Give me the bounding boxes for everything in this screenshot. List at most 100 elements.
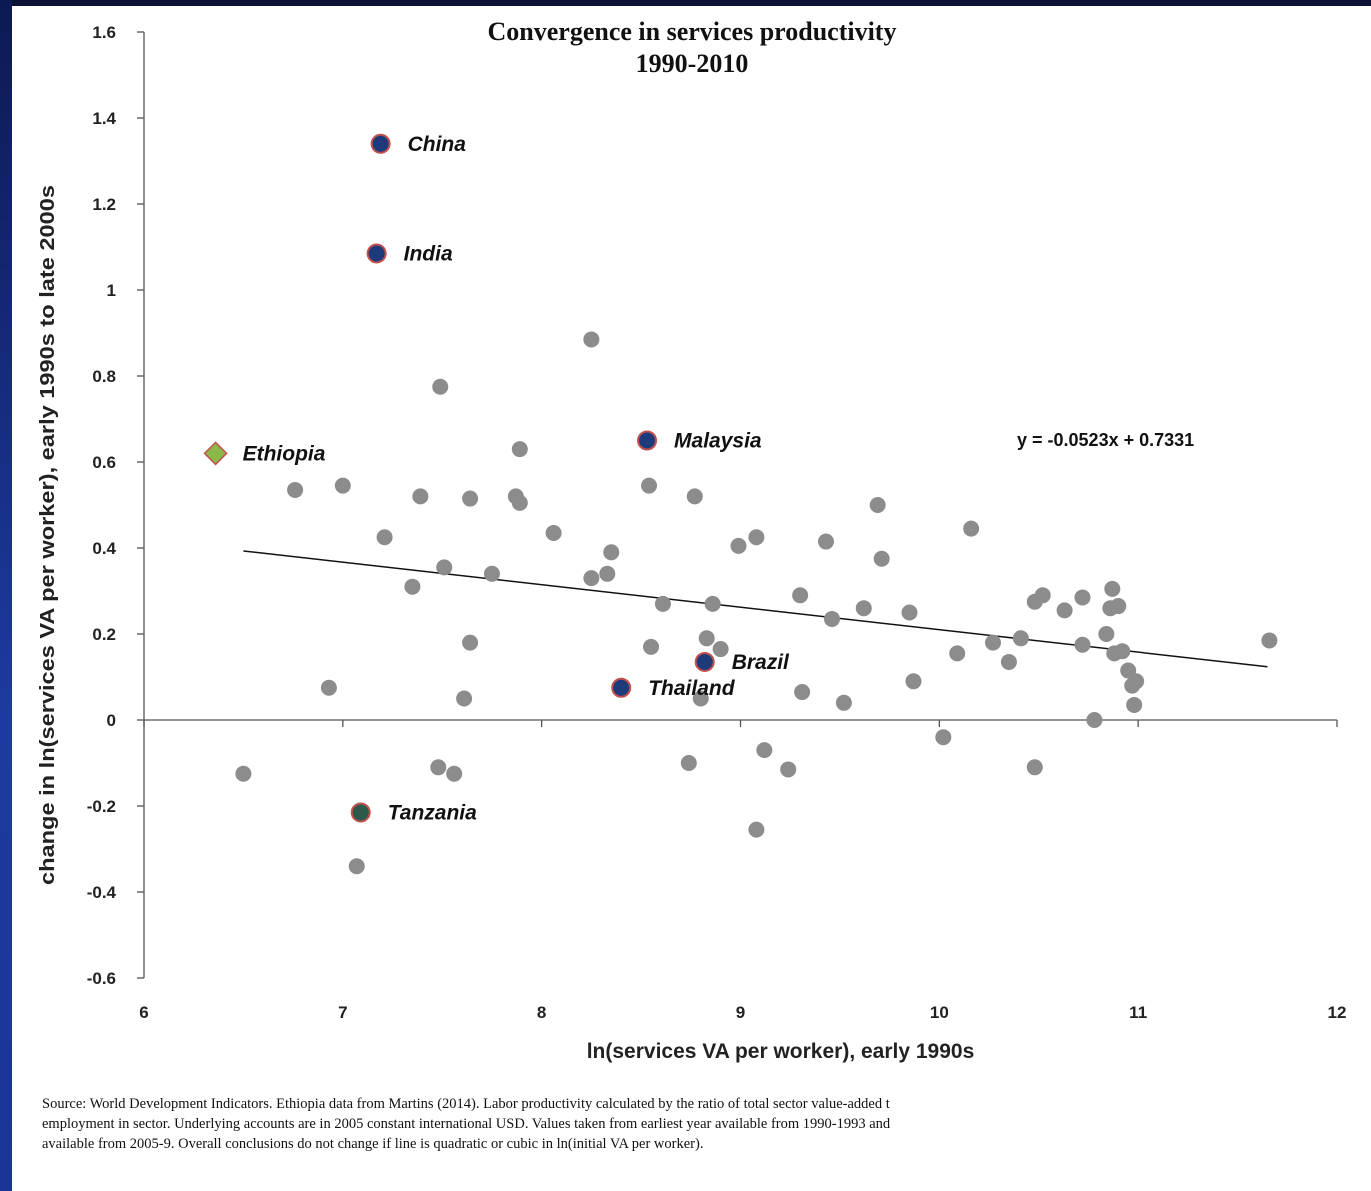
trendline-group (243, 550, 1268, 668)
highlight-label-china: China (408, 133, 467, 156)
window-top-border (0, 0, 1371, 6)
data-point (985, 634, 1002, 651)
data-point (334, 477, 351, 494)
data-point (643, 638, 660, 655)
data-point (704, 595, 721, 612)
data-point (599, 565, 616, 582)
data-point (712, 641, 729, 658)
x-tick-label: 6 (139, 1003, 148, 1022)
chart-title: Convergence in services productivity (487, 17, 897, 46)
data-point (1074, 589, 1091, 606)
data-point (1110, 598, 1127, 615)
data-point (935, 729, 952, 746)
data-point (462, 490, 479, 507)
data-point (462, 634, 479, 651)
data-point (1012, 630, 1029, 647)
data-point (905, 673, 922, 690)
x-tick-label: 11 (1129, 1003, 1147, 1022)
data-point (583, 331, 600, 348)
y-tick-label: 0.4 (92, 539, 116, 558)
trendline-equation: y = -0.0523x + 0.7331 (1017, 430, 1194, 450)
y-tick-label: -0.2 (87, 797, 116, 816)
x-tick-label: 8 (537, 1003, 546, 1022)
highlight-point-brazil (694, 651, 715, 672)
data-point (545, 524, 562, 541)
data-point (430, 759, 447, 776)
data-point (511, 441, 528, 458)
data-point (456, 690, 473, 707)
y-axis-label: change in ln(services VA per worker), ea… (37, 185, 59, 885)
data-point (792, 587, 809, 604)
data-point (320, 679, 337, 696)
data-point (817, 533, 834, 550)
data-point (511, 494, 528, 511)
data-point (483, 565, 500, 582)
highlight-label-brazil: Brazil (732, 651, 790, 674)
slide-left-border (0, 0, 12, 1191)
y-tick-label: -0.6 (87, 969, 116, 988)
highlight-label-tanzania: Tanzania (388, 801, 477, 824)
x-axis-label: ln(services VA per worker), early 1990s (587, 1040, 975, 1063)
data-point (1261, 632, 1278, 649)
data-point (446, 765, 463, 782)
highlight-point-malaysia (637, 430, 658, 451)
data-point (780, 761, 797, 778)
data-point (692, 690, 709, 707)
data-point (603, 544, 620, 561)
data-point (756, 742, 773, 759)
y-tick-label: 1.2 (92, 195, 116, 214)
data-point (412, 488, 429, 505)
data-point (686, 488, 703, 505)
data-point (680, 755, 697, 771)
trendline (243, 550, 1268, 668)
highlight-label-thailand: Thailand (648, 677, 736, 700)
data-point (949, 645, 966, 662)
y-tick-label: 1.4 (92, 109, 116, 128)
y-tick-label: 0 (107, 711, 116, 730)
highlight-point-thailand (611, 677, 632, 698)
data-point (1000, 653, 1017, 670)
data-point (583, 570, 600, 587)
y-tick-label: 0.8 (92, 367, 116, 386)
data-point (748, 529, 765, 546)
data-point (1086, 712, 1103, 728)
axes-group: 1.6 1.4 1.2 1 0.8 0.6 0.4 0.2 0 -0.2 -0.4 -0.6 6 7 8 9 1… (87, 23, 1347, 1022)
highlight-label-india: India (404, 242, 453, 265)
data-point (1026, 759, 1043, 776)
y-tick-label: 1.6 (92, 23, 116, 42)
data-point (748, 821, 765, 838)
y-tick-label: -0.4 (87, 883, 117, 902)
data-point (873, 550, 890, 567)
data-point (835, 694, 852, 711)
x-tick-label: 9 (736, 1003, 745, 1022)
data-point (823, 610, 840, 627)
points-group (235, 331, 1278, 875)
y-tick-label: 0.6 (92, 453, 116, 472)
scatter-chart: 1.6 1.4 1.2 1 0.8 0.6 0.4 0.2 0 -0.2 -0.4 -0.6 6 7 8 9 1… (37, 23, 1347, 1063)
highlight-point-china (370, 133, 391, 154)
data-point (1126, 696, 1143, 713)
data-point (432, 378, 449, 395)
data-point (1034, 587, 1051, 604)
x-tick-label: 10 (930, 1003, 949, 1022)
data-point (794, 684, 811, 701)
highlight-label-malaysia: Malaysia (674, 430, 762, 453)
chart-subtitle: 1990-2010 (635, 49, 749, 78)
data-point (901, 604, 918, 621)
data-point (1114, 643, 1131, 660)
data-point (869, 497, 886, 513)
data-point (376, 529, 393, 546)
chart-title-block: Convergence in services productivity 199… (412, 16, 972, 80)
highlight-point-ethiopia (203, 441, 228, 466)
data-point (287, 481, 304, 498)
data-point (855, 600, 872, 617)
data-point (1056, 602, 1073, 619)
chart-panel: Convergence in services productivity 199… (12, 6, 1371, 1191)
data-point (698, 630, 715, 647)
data-point (404, 578, 421, 595)
data-point (348, 858, 365, 875)
highlight-point-india (366, 243, 387, 264)
data-point (1104, 580, 1121, 597)
data-point (1098, 626, 1115, 642)
data-point (963, 520, 980, 537)
